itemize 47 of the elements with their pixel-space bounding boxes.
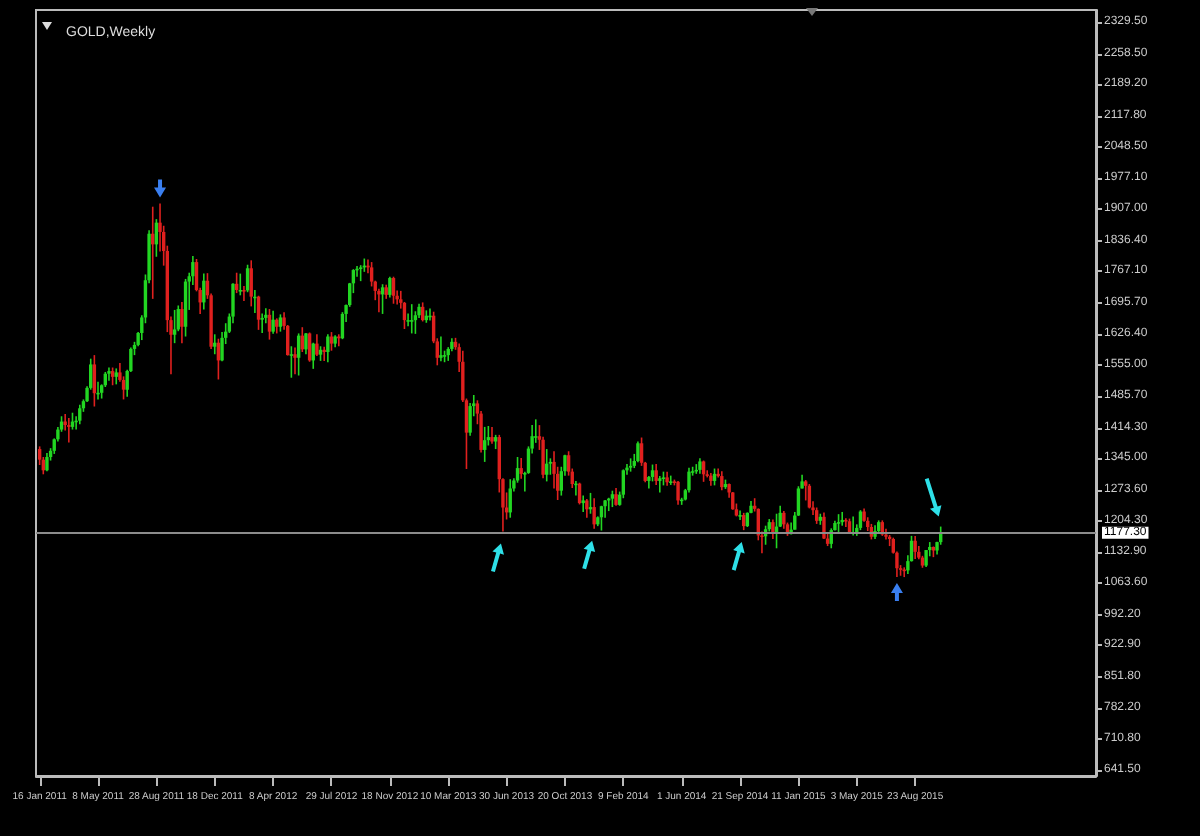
candlestick <box>738 509 742 521</box>
candlestick <box>654 463 658 486</box>
candlestick <box>67 417 71 444</box>
candlestick <box>406 312 410 328</box>
candlestick <box>720 470 724 492</box>
candlestick <box>592 497 596 530</box>
candlestick <box>687 466 691 494</box>
candlestick <box>391 275 396 305</box>
candlestick <box>315 333 319 357</box>
candlestick <box>913 535 917 560</box>
candlestick <box>322 345 326 362</box>
candlestick <box>293 346 297 375</box>
candlestick <box>238 272 242 297</box>
candlestick <box>45 452 49 472</box>
candlestick <box>519 457 523 480</box>
candlestick <box>242 285 246 302</box>
candlestick <box>771 518 775 540</box>
candlestick <box>107 366 111 382</box>
candlestick <box>264 307 268 325</box>
candlestick <box>326 333 330 364</box>
candlestick <box>172 309 177 344</box>
candlestick <box>78 403 82 426</box>
candlestick <box>581 494 585 513</box>
candlestick <box>260 312 264 334</box>
candlestick <box>220 331 224 363</box>
candlestick <box>439 335 443 363</box>
candlestick <box>705 469 709 479</box>
candlestick <box>271 310 275 335</box>
candlestick <box>621 468 626 500</box>
candlestick <box>231 282 235 325</box>
candlestick <box>669 474 673 486</box>
candlestick <box>585 498 589 519</box>
candlestick <box>410 303 414 335</box>
candlestick <box>180 301 184 344</box>
candlestick <box>202 272 206 311</box>
candlestick <box>388 275 392 299</box>
candlestick <box>822 511 826 540</box>
candlestick <box>249 259 253 308</box>
candlestick <box>37 445 42 466</box>
candlestick <box>377 287 381 313</box>
candlestick <box>804 479 808 502</box>
candlestick <box>468 402 472 437</box>
candlestick <box>676 480 680 506</box>
candlestick <box>636 440 640 464</box>
candlestick <box>483 426 487 463</box>
candlestick <box>658 475 662 494</box>
candlestick <box>844 517 848 528</box>
